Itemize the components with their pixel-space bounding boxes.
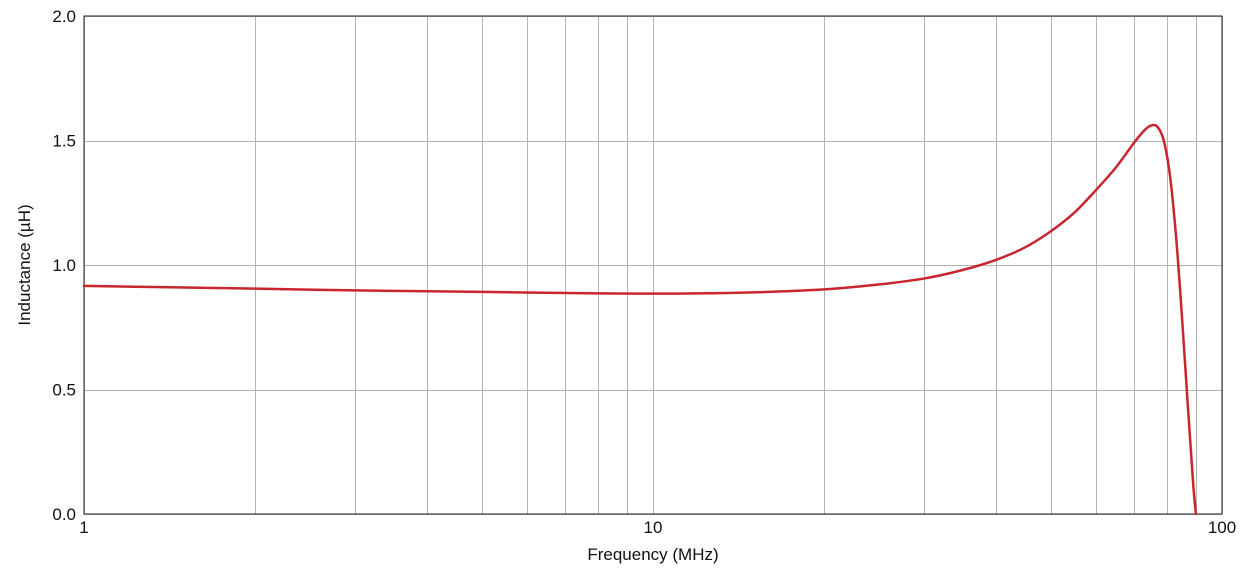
x-tick-label: 10 <box>644 518 663 537</box>
y-tick-label: 0.5 <box>52 381 76 400</box>
y-tick-label: 1.5 <box>52 132 76 151</box>
y-tick-label: 2.0 <box>52 7 76 26</box>
x-tick-label: 1 <box>79 518 88 537</box>
gridlines <box>84 16 1223 515</box>
y-tick-label: 0.0 <box>52 505 76 524</box>
y-axis-ticks: 0.0 0.5 1.0 1.5 2.0 <box>52 7 76 524</box>
inductance-series-line <box>82 123 1198 516</box>
y-axis-label: Inductance (µH) <box>15 204 34 325</box>
x-axis-ticks: 1 10 100 <box>79 518 1236 537</box>
x-axis-label: Frequency (MHz) <box>587 545 718 564</box>
x-tick-label: 100 <box>1208 518 1236 537</box>
plot-area <box>83 15 1223 515</box>
series-layer <box>82 123 1198 516</box>
y-tick-label: 1.0 <box>52 256 76 275</box>
